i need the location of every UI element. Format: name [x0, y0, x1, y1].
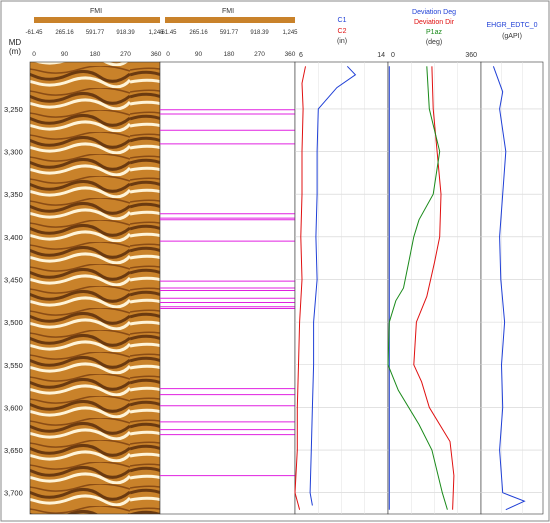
- fmi-azimuth-tick: 270: [120, 51, 131, 58]
- dev-scale-min: 0: [391, 52, 395, 59]
- depth-tick-label: 3,650: [4, 446, 23, 455]
- fmi-azimuth-tick: 360: [151, 51, 162, 58]
- dip-lines: [160, 109, 295, 477]
- curve-deviation-dir: [413, 66, 455, 510]
- track-caliper-unit: (in): [337, 38, 347, 45]
- fmi-color-scale-label: -61.45: [159, 30, 177, 36]
- fmi-color-scale-label: 918.39: [250, 30, 269, 36]
- fmi-azimuth-tick: 0: [166, 51, 170, 58]
- fmi-color-scale-label: -61.45: [25, 30, 43, 36]
- curve-c2: [294, 66, 306, 510]
- depth-tick-label: 3,450: [4, 275, 23, 284]
- track-fmi-2: FMI -61.45 265.16 591.77 918.39 1,245 0 90 180 2…: [159, 8, 298, 515]
- track-fmi-2-title: FMI: [222, 8, 234, 15]
- track-gamma-unit: (gAPI): [502, 33, 522, 40]
- fmi-azimuth-tick: 180: [90, 51, 101, 58]
- gamma-track-area: [480, 61, 544, 515]
- depth-tick-label: 3,700: [4, 489, 23, 498]
- fmi-color-scale-label: 265.16: [55, 30, 74, 36]
- depth-tick-label: 3,300: [4, 148, 23, 157]
- depth-axis-label: MD: [9, 38, 22, 47]
- depth-tick-group: 3,250 3,300 3,350 3,400 3,450 3,500 3,550 3,600…: [4, 105, 23, 498]
- depth-tick-label: 3,350: [4, 190, 23, 199]
- fmi-azimuth-tick: 90: [61, 51, 69, 58]
- fmi-colorbar-1: [34, 17, 160, 23]
- fmi-color-scale-label: 591.77: [86, 30, 105, 36]
- dev-scale-max: 360: [465, 52, 477, 59]
- depth-tick-label: 3,500: [4, 318, 23, 327]
- fmi-colorbar-2: [165, 17, 295, 23]
- track-dev-dir-label: Deviation Dir: [414, 19, 455, 26]
- track-gamma-label: EHGR_EDTC_0: [487, 22, 538, 29]
- track-fmi-1-title: FMI: [90, 8, 102, 15]
- track-dev-unit: (deg): [426, 39, 442, 46]
- track-dev-deg-label: Deviation Deg: [412, 9, 456, 16]
- fmi-azimuth-tick: 90: [195, 51, 203, 58]
- fmi-color-scale-label: 1,245: [148, 30, 164, 36]
- fmi-azimuth-tick: 0: [32, 51, 36, 58]
- depth-tick-label: 3,550: [4, 361, 23, 370]
- depth-tick-label: 3,250: [4, 105, 23, 114]
- track-caliper-c1-label: C1: [338, 17, 347, 24]
- log-curves: [294, 65, 526, 511]
- fmi-color-scale-label: 265.16: [189, 30, 208, 36]
- depth-tick-label: 3,600: [4, 403, 23, 412]
- depth-tick-label: 3,400: [4, 233, 23, 242]
- fmi-azimuth-tick: 270: [254, 51, 265, 58]
- track-p1az-label: P1az: [426, 29, 442, 36]
- curve-c1: [309, 65, 357, 506]
- depth-axis-unit: (m): [9, 47, 21, 56]
- fmi-color-scale-label: 591.77: [220, 30, 239, 36]
- fmi-image-1: [29, 61, 161, 515]
- depth-grid: [295, 62, 543, 514]
- fmi-color-scale-label: 918.39: [116, 30, 135, 36]
- track-gamma: EHGR_EDTC_0 (gAPI): [480, 22, 544, 515]
- caliper-scale-min: 6: [299, 52, 303, 59]
- caliper-scale-max: 14: [377, 52, 385, 59]
- fmi-1-scale: -61.45 265.16 591.77 918.39 1,245 0 90 180 270 36…: [25, 30, 164, 58]
- curve-ehgr-edtc-0: [492, 66, 526, 511]
- fmi-azimuth-tick: 180: [224, 51, 235, 58]
- fmi-color-scale-label: 1,245: [282, 30, 298, 36]
- fmi-azimuth-tick: 360: [285, 51, 296, 58]
- track-caliper-c2-label: C2: [338, 28, 347, 35]
- fmi-2-scale: -61.45 265.16 591.77 918.39 1,245 0 90 180 270 36…: [159, 30, 298, 58]
- track-fmi-1: FMI -61.45 265.16 591.77 918.39 1,245 0 90 180 2…: [25, 8, 164, 515]
- curve-p1az: [387, 66, 448, 510]
